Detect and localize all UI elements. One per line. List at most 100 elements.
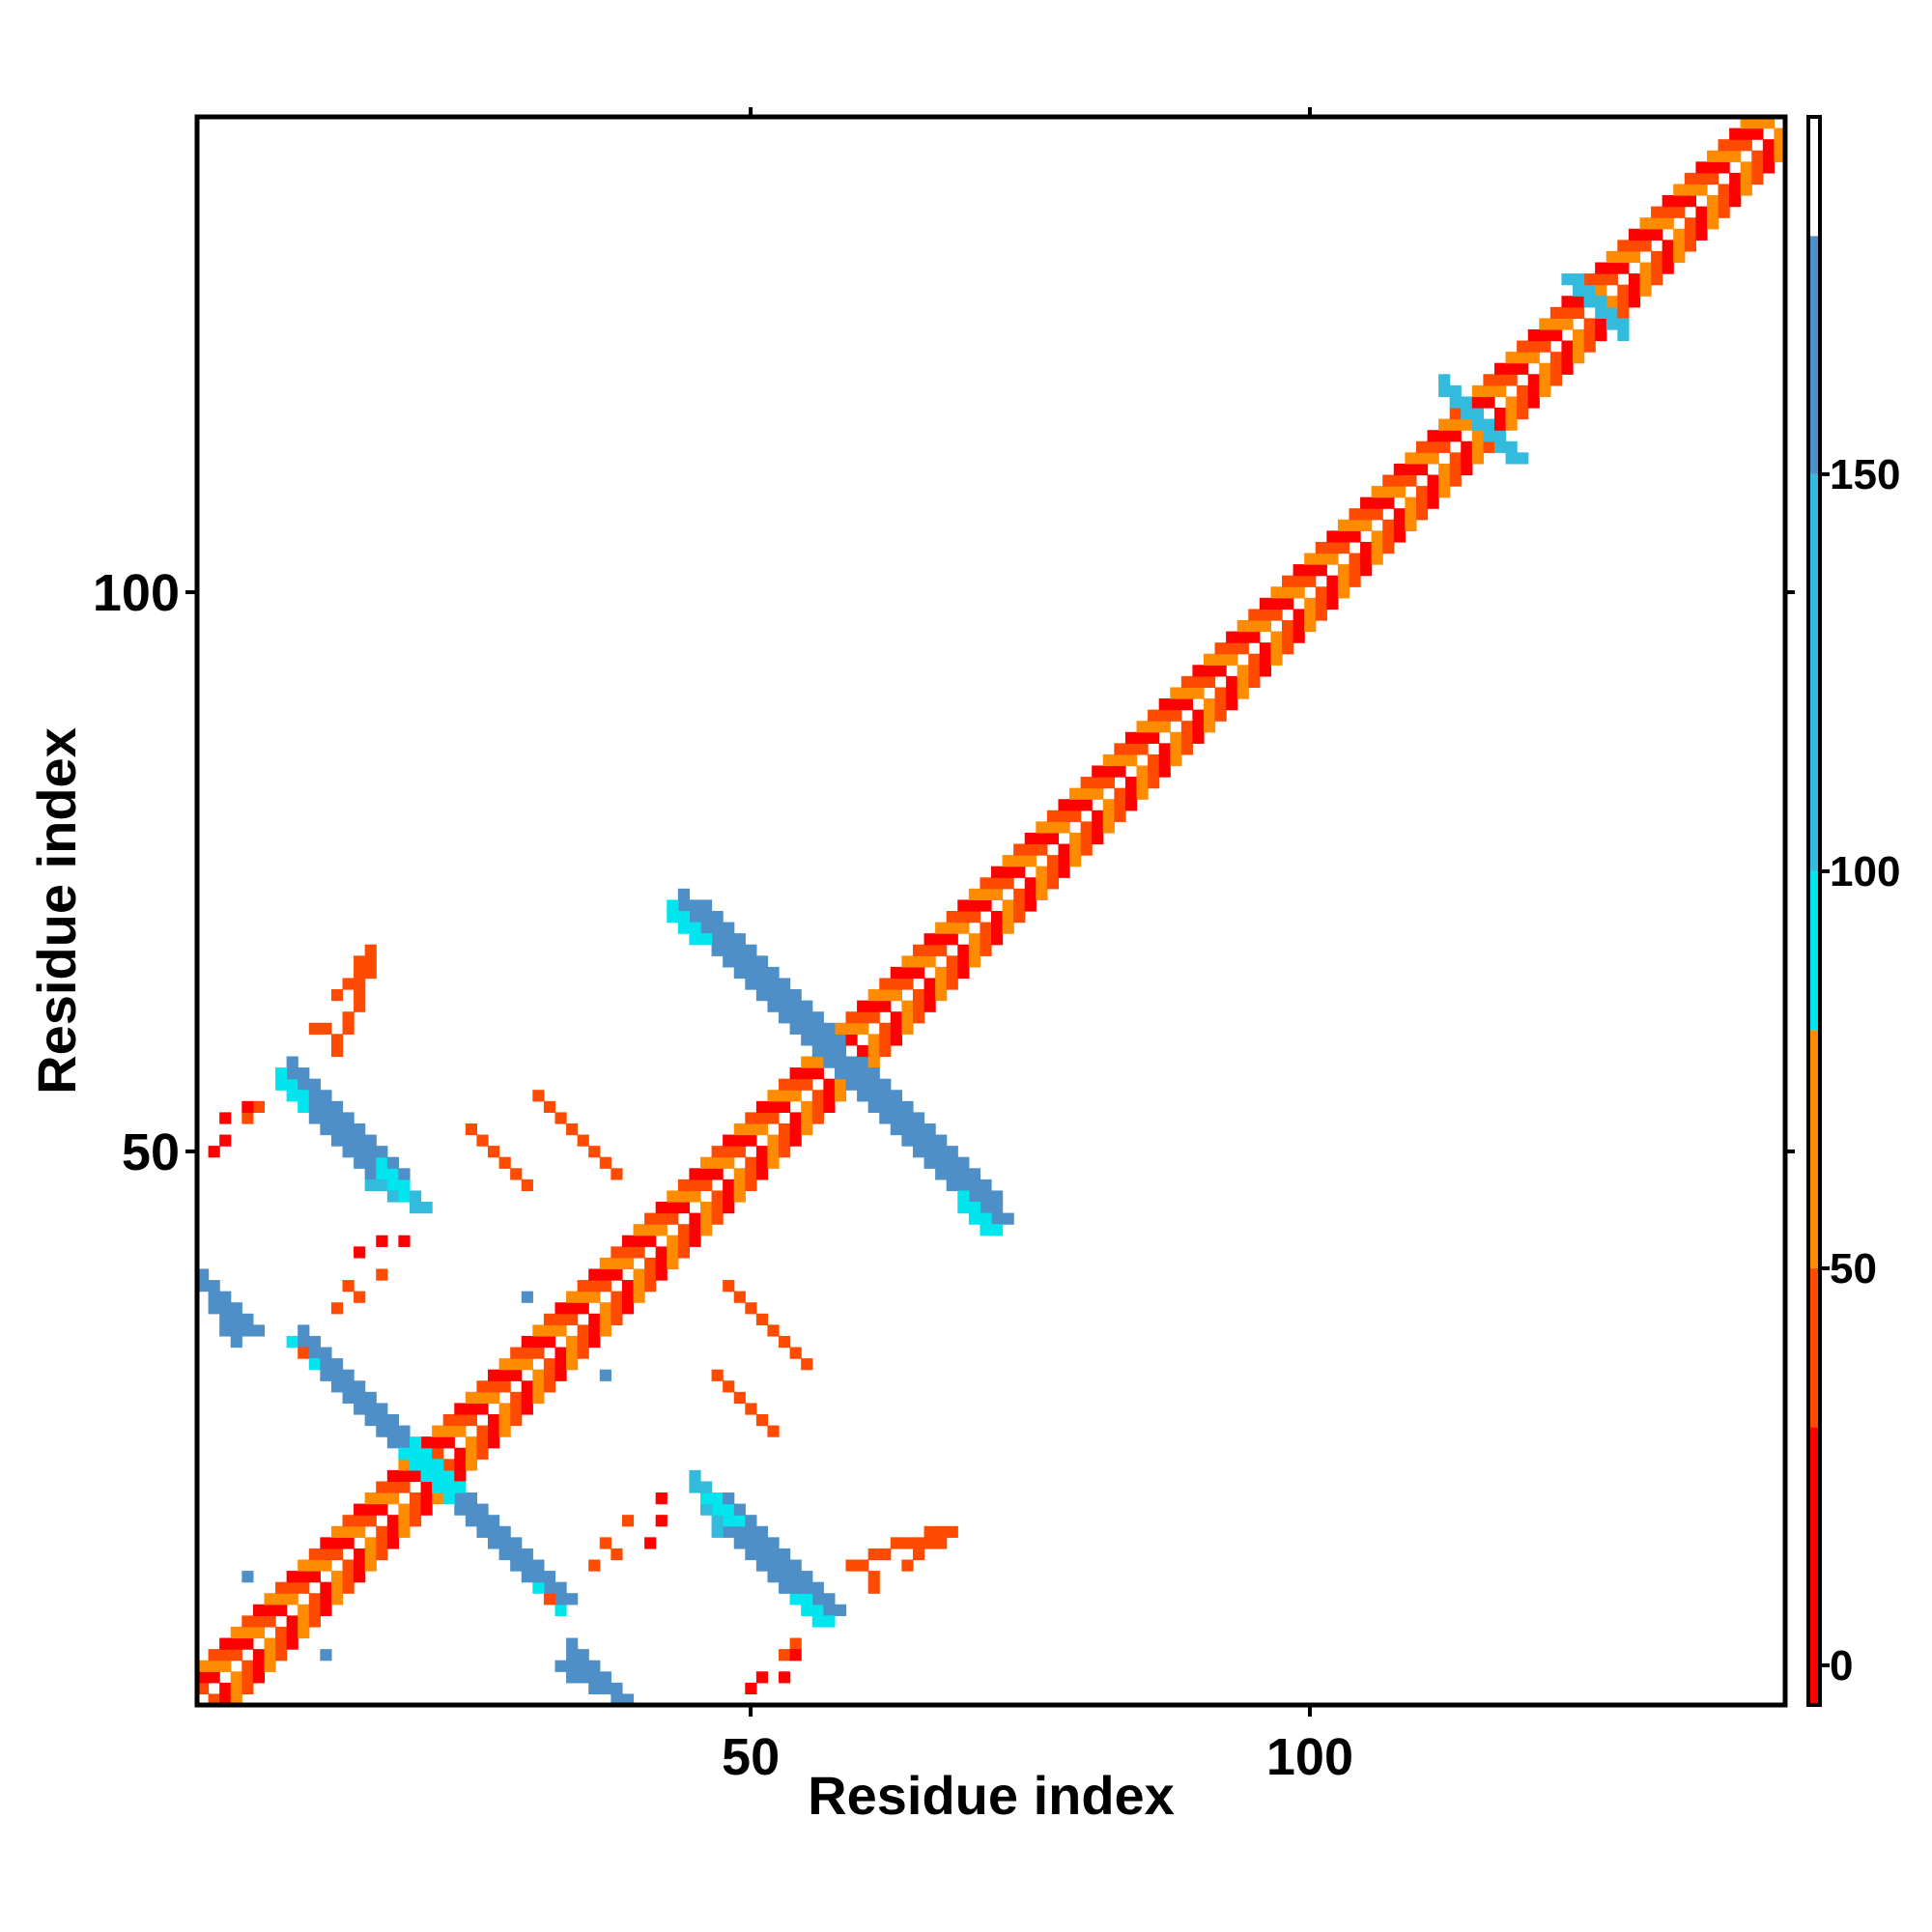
- heatmap-cell: [811, 1604, 824, 1616]
- heatmap-cell: [1595, 273, 1607, 286]
- heatmap-cell: [857, 1056, 869, 1068]
- heatmap-cell: [912, 966, 925, 980]
- heatmap-cell: [611, 1682, 623, 1695]
- heatmap-cell: [275, 1637, 288, 1650]
- heatmap-cell: [1415, 486, 1429, 498]
- y-axis-title: Residue index: [26, 727, 87, 1094]
- heatmap-cell: [857, 1011, 869, 1024]
- heatmap-cell: [1226, 631, 1238, 643]
- heatmap-cell: [1505, 396, 1518, 409]
- heatmap-cell: [811, 1581, 824, 1594]
- heatmap-cell: [521, 1347, 533, 1359]
- heatmap-cell: [197, 1671, 210, 1684]
- heatmap-cell: [789, 1078, 802, 1091]
- heatmap-cell: [242, 1313, 254, 1325]
- heatmap-cell: [298, 1615, 310, 1628]
- heatmap-cell: [320, 1537, 332, 1549]
- heatmap-cell: [811, 1593, 824, 1605]
- heatmap-cell: [1226, 642, 1238, 655]
- heatmap-cell: [1337, 519, 1350, 531]
- heatmap-cell: [1729, 195, 1742, 208]
- heatmap-cell: [1203, 721, 1216, 733]
- heatmap-cell: [923, 1525, 936, 1538]
- heatmap-cell: [1583, 328, 1596, 342]
- heatmap-cell: [1382, 541, 1395, 554]
- heatmap-cell: [1628, 273, 1641, 286]
- heatmap-cell: [633, 1291, 645, 1303]
- heatmap-cell: [1192, 687, 1205, 699]
- heatmap-cell: [465, 1503, 478, 1516]
- heatmap-cell: [901, 1134, 914, 1147]
- heatmap-cell: [521, 1571, 533, 1583]
- heatmap-cell: [1259, 642, 1272, 655]
- heatmap-cell: [834, 1604, 847, 1616]
- heatmap-cell: [1102, 777, 1115, 789]
- heatmap-cell: [867, 1067, 880, 1080]
- heatmap-cell: [566, 1302, 579, 1315]
- heatmap-cell: [1069, 799, 1082, 811]
- heatmap-cell: [364, 1146, 377, 1158]
- heatmap-cell: [745, 955, 757, 968]
- heatmap-cell: [655, 1257, 668, 1270]
- heatmap-cell: [532, 1391, 545, 1405]
- heatmap-cell: [1114, 753, 1126, 767]
- heatmap-cell: [1158, 753, 1171, 767]
- heatmap-cell: [1080, 787, 1093, 800]
- heatmap-cell: [398, 1525, 411, 1538]
- heatmap-cell: [208, 1302, 220, 1315]
- heatmap-cell: [923, 1122, 936, 1136]
- heatmap-cell: [1326, 530, 1339, 543]
- heatmap-cell: [711, 911, 724, 923]
- heatmap-cell: [454, 1459, 467, 1471]
- heatmap-cell: [789, 1000, 802, 1012]
- heatmap-cell: [677, 1179, 691, 1192]
- heatmap-cell: [946, 1168, 958, 1180]
- heatmap-cell: [968, 899, 981, 912]
- heatmap-cell: [811, 1034, 824, 1046]
- heatmap-cell: [532, 1581, 545, 1594]
- heatmap-cell: [1751, 161, 1764, 174]
- heatmap-cell: [354, 1559, 366, 1572]
- heatmap-cell: [789, 1649, 802, 1662]
- heatmap-cell: [432, 1447, 444, 1460]
- heatmap-cell: [644, 1224, 657, 1236]
- heatmap-cell: [912, 1548, 925, 1561]
- heatmap-cell: [767, 1100, 780, 1113]
- heatmap-cell: [498, 1537, 511, 1549]
- heatmap-cell: [633, 1235, 645, 1247]
- heatmap-cell: [723, 1146, 735, 1158]
- heatmap-cell: [1114, 799, 1126, 811]
- heatmap-cell: [386, 1525, 399, 1538]
- heatmap-cell: [912, 955, 925, 968]
- heatmap-cell: [755, 1122, 769, 1136]
- heatmap-cell: [767, 1548, 780, 1561]
- heatmap-cell: [1751, 117, 1764, 129]
- heatmap-cell: [1561, 296, 1574, 308]
- heatmap-cell: [789, 1347, 802, 1359]
- heatmap-cell: [264, 1593, 276, 1605]
- heatmap-cell: [1405, 474, 1417, 487]
- heatmap-cell: [354, 1548, 366, 1561]
- heatmap-cell: [386, 1436, 399, 1449]
- heatmap-cell: [1617, 296, 1630, 308]
- heatmap-cell: [644, 1537, 657, 1549]
- colorbar-tick-label: 150: [1830, 451, 1900, 498]
- heatmap-cell: [1415, 463, 1429, 476]
- heatmap-cell: [1092, 765, 1104, 778]
- heatmap-cell: [409, 1492, 422, 1505]
- heatmap-cell: [1718, 206, 1730, 218]
- heatmap-cell: [275, 1626, 288, 1639]
- heatmap-cell: [801, 1581, 813, 1594]
- heatmap-cell: [1080, 843, 1093, 856]
- heatmap-cell: [1740, 161, 1752, 174]
- heatmap-cell: [320, 1100, 332, 1113]
- heatmap-cell: [242, 1671, 254, 1684]
- heatmap-cell: [745, 1179, 757, 1192]
- heatmap-cell: [566, 1347, 579, 1359]
- heatmap-cell: [1124, 787, 1138, 800]
- heatmap-cell: [723, 922, 735, 934]
- heatmap-cell: [588, 1335, 601, 1349]
- heatmap-cell: [923, 978, 936, 990]
- heatmap-cell: [845, 1559, 858, 1572]
- heatmap-cell: [1024, 877, 1037, 890]
